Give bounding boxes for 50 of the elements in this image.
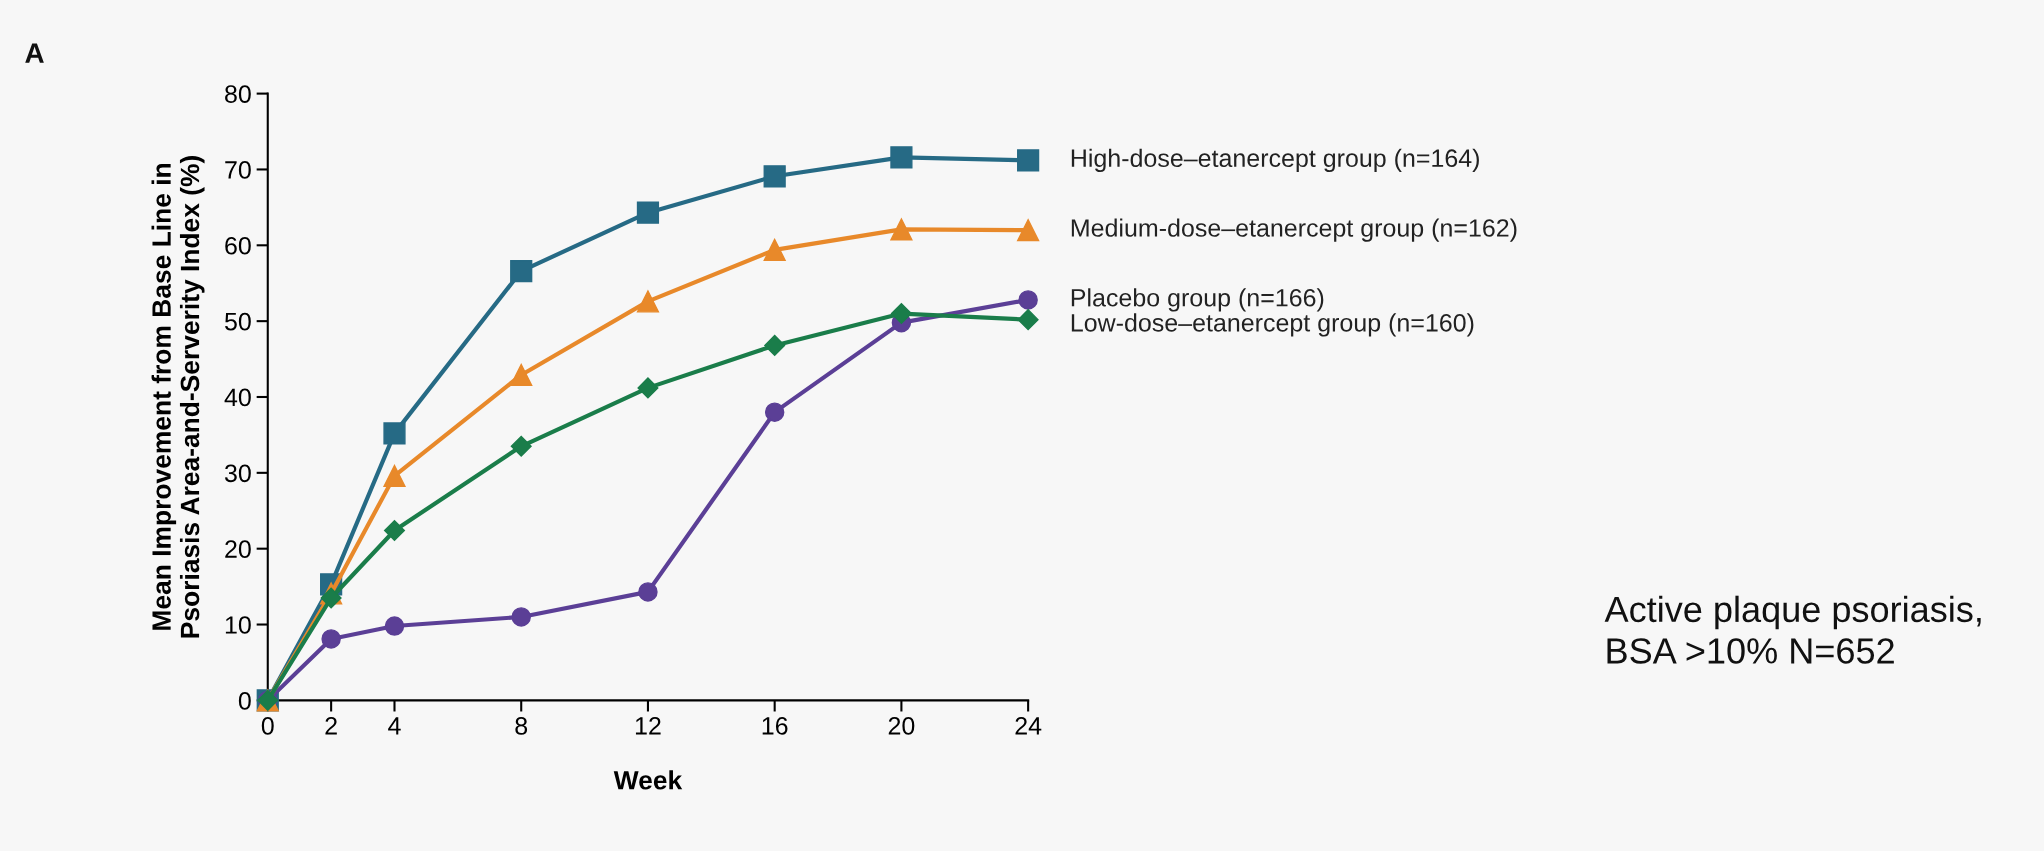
- point: [636, 290, 660, 313]
- y-tick-label: 60: [225, 236, 251, 255]
- point: [320, 587, 342, 609]
- point: [763, 238, 786, 261]
- point: [764, 402, 785, 422]
- y-tick-label: 50: [224, 312, 251, 331]
- point: [1018, 290, 1038, 310]
- series-label: High-dose–etanercept group (n=164): [1071, 148, 1479, 173]
- x-tick-label: 24: [1015, 717, 1042, 735]
- point: [890, 146, 913, 169]
- point: [511, 607, 531, 627]
- point: [510, 259, 533, 283]
- point: [1017, 149, 1040, 172]
- x-tick-label: 0: [261, 717, 274, 735]
- point: [890, 303, 912, 325]
- point: [383, 422, 406, 445]
- y-axis-title: Mean Improvement from Base Line in Psoriasis Area-and-Serverity Index (%): [151, 156, 205, 638]
- y-tick-label: 30: [224, 464, 251, 483]
- point: [763, 165, 786, 188]
- series-label: Low-dose–etanercept group (n=160): [1071, 313, 1474, 337]
- point: [1017, 309, 1039, 331]
- x-axis-title: Week: [613, 770, 683, 790]
- y-tick-label: 40: [224, 388, 251, 407]
- text: Active plaque psoriasis, BSA >10% N=652: [1604, 595, 1981, 664]
- point: [764, 334, 786, 356]
- y-tick-label: 10: [225, 616, 251, 634]
- point: [321, 629, 341, 649]
- x-tick-label: 2: [325, 717, 337, 735]
- point: [510, 363, 533, 387]
- y-tick-label: 0: [238, 691, 251, 710]
- y-tick-label: 80: [225, 85, 251, 103]
- point: [384, 616, 405, 636]
- text: A: [25, 43, 44, 63]
- x-tick-label: 4: [388, 717, 401, 735]
- y-tick-label: 70: [225, 161, 251, 179]
- x-tick-label: 20: [888, 717, 915, 735]
- point: [383, 519, 406, 541]
- point: [890, 218, 913, 241]
- point: [383, 464, 406, 487]
- series-label: Medium-dose–etanercept group (n=162): [1071, 218, 1517, 242]
- x-tick-label: 16: [762, 717, 788, 735]
- point: [638, 582, 658, 602]
- point: [637, 377, 659, 399]
- y-tick-label: 20: [225, 540, 251, 558]
- x-tick-label: 12: [635, 717, 661, 735]
- point: [636, 201, 660, 224]
- point: [1017, 219, 1040, 242]
- series-label: Placebo group (n=166): [1071, 288, 1324, 312]
- point: [510, 435, 532, 457]
- x-tick-label: 8: [515, 717, 528, 735]
